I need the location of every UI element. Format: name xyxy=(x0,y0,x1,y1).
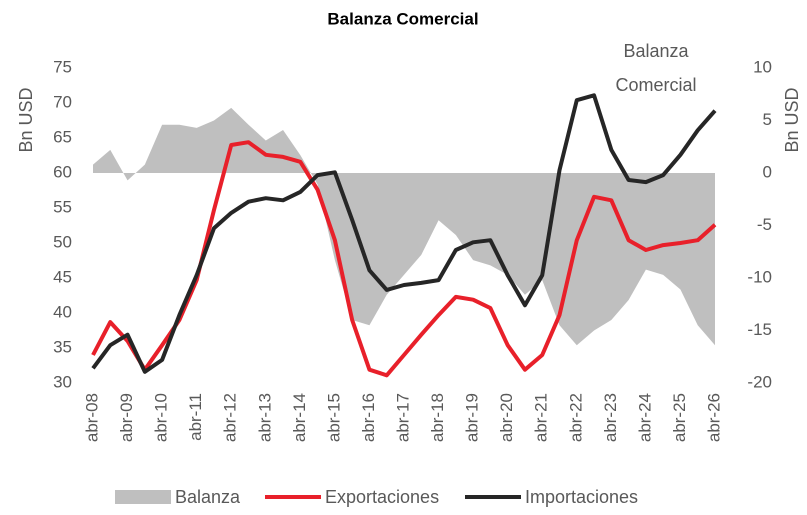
legend-label: Exportaciones xyxy=(325,487,439,507)
legend-label: Balanza xyxy=(175,487,241,507)
y-tick-label: 40 xyxy=(53,302,72,321)
y2-tick-label: -20 xyxy=(747,372,772,391)
y-tick-label: 55 xyxy=(53,197,72,216)
x-tick-label: abr-08 xyxy=(82,393,101,442)
y2-tick-label: 5 xyxy=(763,110,772,129)
y-tick-label: 45 xyxy=(53,267,72,286)
legend-label: Importaciones xyxy=(525,487,638,507)
y2-tick-label: -5 xyxy=(757,215,772,234)
chart-title: Balanza Comercial xyxy=(327,9,478,28)
x-tick-label: abr-13 xyxy=(255,393,274,442)
x-tick-label: abr-23 xyxy=(601,393,620,442)
x-tick-label: abr-16 xyxy=(359,393,378,442)
x-tick-label: abr-11 xyxy=(186,393,205,441)
x-tick-label: abr-12 xyxy=(221,393,240,442)
x-tick-label: abr-18 xyxy=(428,393,447,442)
x-tick-label: abr-20 xyxy=(497,393,516,442)
y-tick-label: 60 xyxy=(53,162,72,181)
y2-tick-label: -10 xyxy=(747,267,772,286)
y-tick-label: 65 xyxy=(53,127,72,146)
line xyxy=(91,93,717,374)
x-tick-label: abr-17 xyxy=(393,393,412,442)
y-axis-label: Bn USD xyxy=(16,87,36,152)
y2-tick-label: -15 xyxy=(747,320,772,339)
x-tick-label: abr-19 xyxy=(463,393,482,442)
y2-tick-label: 10 xyxy=(753,57,772,76)
x-tick-label: abr-21 xyxy=(532,393,551,442)
y-tick-label: 70 xyxy=(53,92,72,111)
y-tick-label: 50 xyxy=(53,232,72,251)
x-tick-label: abr-14 xyxy=(290,393,309,442)
x-tick-label: abr-26 xyxy=(704,393,723,442)
y-tick-label: 75 xyxy=(53,57,72,76)
y-tick-label: 30 xyxy=(53,372,72,391)
area xyxy=(93,107,715,346)
annotation: Balanza xyxy=(623,41,689,61)
legend-swatch xyxy=(115,490,171,504)
x-tick-label: abr-10 xyxy=(152,393,171,442)
x-tick-label: abr-09 xyxy=(117,393,136,442)
y2-tick-label: 0 xyxy=(763,162,772,181)
y-tick-label: 35 xyxy=(53,337,72,356)
y2-axis-label: Bn USD xyxy=(782,87,802,152)
x-tick-label: abr-22 xyxy=(566,393,585,442)
x-tick-label: abr-24 xyxy=(635,393,654,442)
x-tick-label: abr-25 xyxy=(670,393,689,442)
x-tick-label: abr-15 xyxy=(324,393,343,442)
annotation: Comercial xyxy=(615,75,696,95)
